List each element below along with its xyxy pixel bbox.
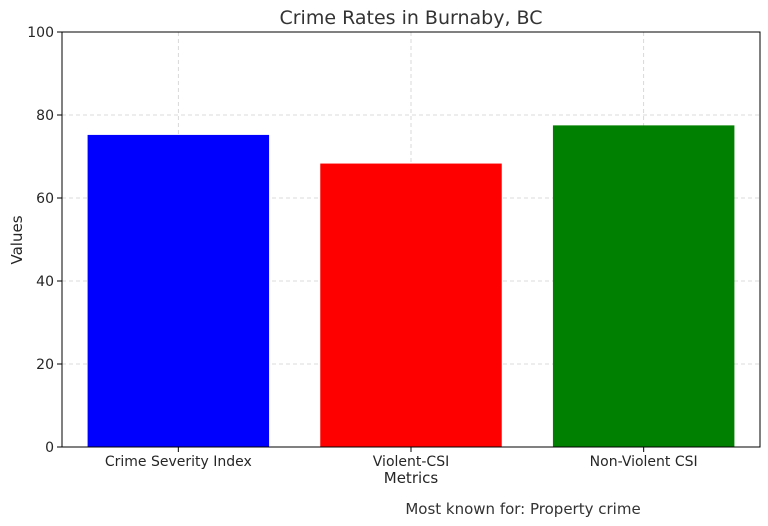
- y-tick-label: 20: [36, 357, 54, 373]
- bar: [87, 134, 270, 448]
- x-tick-label: Crime Severity Index: [105, 454, 252, 470]
- x-axis-ticks: Crime Severity Index Violent-CSI Non-Viole…: [105, 447, 698, 470]
- x-axis-label: Metrics: [384, 469, 439, 487]
- y-tick-label: 80: [36, 108, 54, 124]
- y-axis-label: Values: [8, 215, 26, 264]
- plot-frame: [61, 31, 761, 448]
- x-tick-label: Non-Violent CSI: [590, 454, 698, 470]
- y-tick-label: 100: [27, 25, 54, 41]
- bars: [87, 125, 735, 448]
- y-tick-label: 40: [36, 274, 54, 290]
- bar: [320, 163, 502, 447]
- x-tick-label: Violent-CSI: [373, 454, 449, 470]
- y-tick-label: 60: [36, 191, 54, 207]
- bar: [552, 125, 735, 447]
- y-tick-label: 0: [45, 440, 54, 456]
- chart-title: Crime Rates in Burnaby, BC: [279, 7, 542, 29]
- y-axis-ticks: 0 20 40 60 80 100: [27, 25, 62, 456]
- chart-annotation: Most known for: Property crime: [405, 500, 640, 518]
